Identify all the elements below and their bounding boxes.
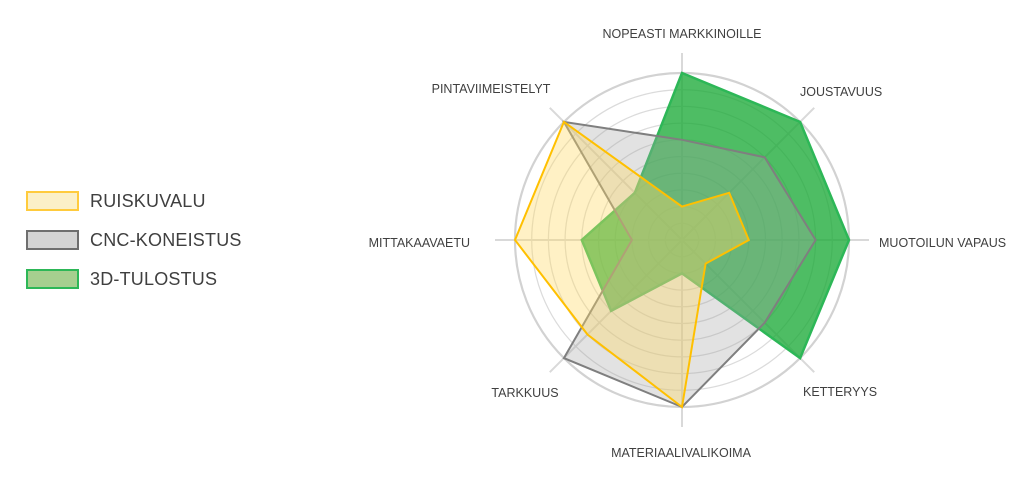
axis-label-8: PINTAVIIMEISTELYT <box>432 82 551 96</box>
legend-swatch-cnc-koneistus <box>26 230 79 250</box>
axis-label-1: NOPEASTI MARKKINOILLE <box>602 27 761 41</box>
axis-label-4: KETTERYYS <box>803 385 877 399</box>
legend-label: RUISKUVALU <box>90 190 206 211</box>
axis-label-3: MUOTOILUN VAPAUS <box>879 236 1006 250</box>
legend-swatch-3d-tulostus <box>26 269 79 289</box>
axis-label-7: MITTAKAAVAETU <box>369 236 470 250</box>
axis-label-5: MATERIAALIVALIKOIMA <box>611 446 752 460</box>
chart-legend: RUISKUVALU CNC-KONEISTUS 3D-TULOSTUS <box>26 190 242 307</box>
legend-item-cnc-koneistus: CNC-KONEISTUS <box>26 229 242 251</box>
legend-item-ruiskuvalu: RUISKUVALU <box>26 190 242 212</box>
legend-label: 3D-TULOSTUS <box>90 268 218 289</box>
legend-swatch-ruiskuvalu <box>26 191 79 211</box>
axis-label-2: JOUSTAVUUS <box>800 85 882 99</box>
legend-item-3d-tulostus: 3D-TULOSTUS <box>26 268 242 290</box>
legend-label: CNC-KONEISTUS <box>90 229 242 250</box>
axis-label-6: TARKKUUS <box>491 386 558 400</box>
